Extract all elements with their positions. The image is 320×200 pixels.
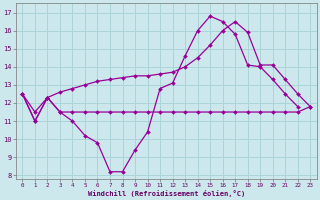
X-axis label: Windchill (Refroidissement éolien,°C): Windchill (Refroidissement éolien,°C) [88, 190, 245, 197]
